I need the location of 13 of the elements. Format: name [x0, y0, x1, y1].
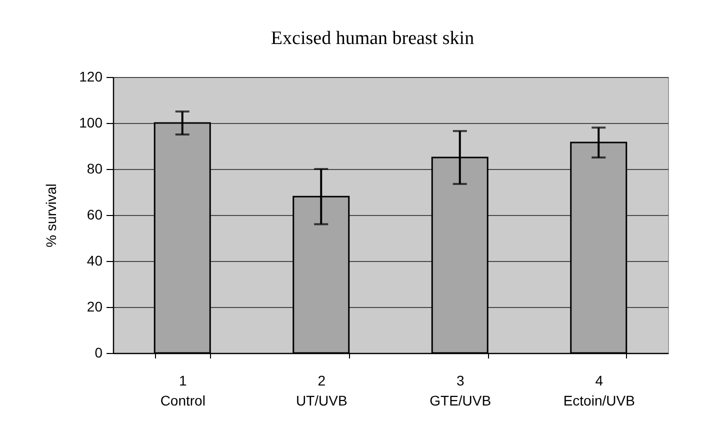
- y-tick-label: 0: [94, 344, 103, 360]
- y-tick-label: 120: [79, 68, 103, 84]
- y-tick-label: 80: [86, 160, 103, 176]
- y-tick-label: 60: [86, 206, 103, 222]
- x-tick-label: 3 GTE/UVB: [430, 372, 492, 408]
- y-tick-label: 20: [86, 298, 103, 314]
- x-tick-label: 4 Ectoin/UVB: [563, 372, 635, 408]
- y-tick-label: 40: [86, 252, 103, 268]
- y-axis-title: % survival: [43, 184, 60, 248]
- x-tick-label: 1 Control: [160, 372, 206, 408]
- y-tick-label: 100: [79, 114, 103, 130]
- chart-title: Excised human breast skin: [270, 28, 475, 49]
- x-tick-label: 2 UT/UVB: [296, 372, 348, 408]
